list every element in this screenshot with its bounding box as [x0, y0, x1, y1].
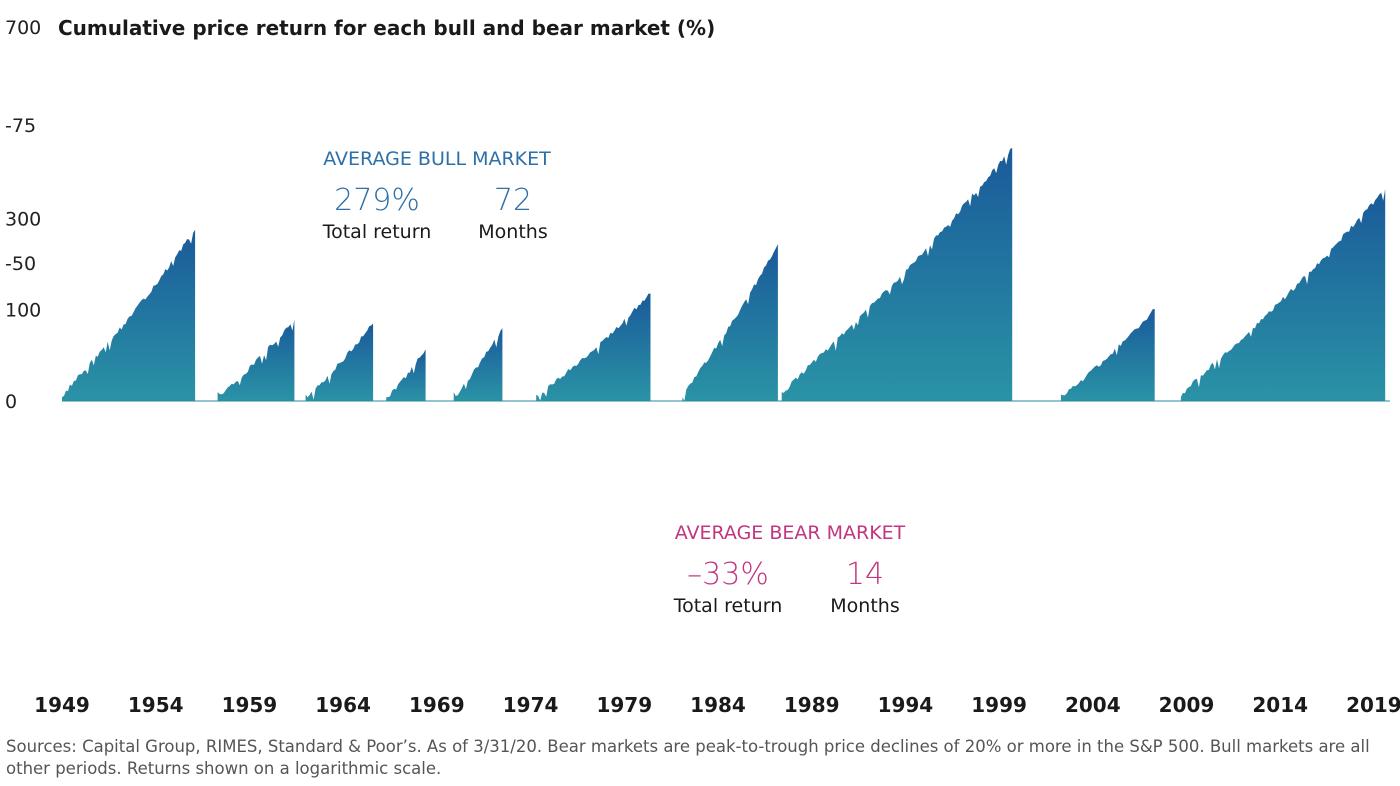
x-tick-label: 1989 — [784, 693, 840, 717]
y-tick-label: -75 — [5, 115, 36, 137]
bull-market-area — [62, 229, 196, 401]
bull-months-value: 72 — [494, 183, 532, 218]
bear-months-label: Months — [830, 595, 899, 617]
bear-annotation: AVERAGE BEAR MARKET –33% 14 Total return… — [673, 522, 906, 617]
bull-annotation: AVERAGE BULL MARKET 279% 72 Total return… — [322, 148, 551, 243]
y-tick-label: -50 — [5, 253, 36, 275]
x-tick-label: 2019 — [1346, 693, 1400, 717]
bull-market-area — [453, 328, 503, 401]
x-tick-label: 1954 — [128, 693, 184, 717]
x-tick-label: 1979 — [596, 693, 652, 717]
bull-market-area — [781, 148, 1013, 401]
bull-market-area — [536, 293, 651, 401]
bull-market-area — [217, 319, 295, 401]
y-tick-label: 100 — [5, 300, 41, 322]
x-tick-label: 1969 — [409, 693, 465, 717]
x-tick-label: 1999 — [971, 693, 1027, 717]
x-tick-label: 2004 — [1065, 693, 1121, 717]
y-axis: 700 300 100 0 -50 -75 — [5, 17, 41, 413]
bull-market-area — [682, 244, 778, 401]
x-tick-label: 2014 — [1252, 693, 1308, 717]
bull-market-area — [1180, 188, 1386, 401]
bull-market-area — [305, 323, 374, 401]
bear-months-value: 14 — [846, 557, 884, 592]
source-note: Sources: Capital Group, RIMES, Standard … — [6, 737, 1370, 778]
bull-market-area — [386, 349, 426, 401]
x-tick-label: 1994 — [878, 693, 934, 717]
bull-return-label: Total return — [322, 221, 432, 243]
x-tick-label: 1984 — [690, 693, 746, 717]
bull-return-value: 279% — [334, 183, 420, 218]
plot-areas — [62, 148, 1386, 401]
x-tick-label: 1964 — [315, 693, 371, 717]
bear-return-label: Total return — [673, 595, 783, 617]
bull-months-label: Months — [478, 221, 547, 243]
chart-title: Cumulative price return for each bull an… — [58, 16, 715, 40]
x-tick-label: 1959 — [222, 693, 278, 717]
y-tick-label: 0 — [5, 391, 17, 413]
x-tick-label: 1974 — [503, 693, 559, 717]
bear-return-value: –33% — [687, 557, 769, 592]
bear-heading: AVERAGE BEAR MARKET — [675, 522, 906, 544]
bull-heading: AVERAGE BULL MARKET — [323, 148, 551, 170]
y-tick-label: 300 — [5, 208, 41, 230]
x-tick-label: 1949 — [34, 693, 90, 717]
y-tick-label: 700 — [5, 17, 41, 39]
bull-market-area — [1061, 309, 1155, 401]
x-axis: 1949 1954 1959 1964 1969 1974 1979 1984 1989 1994… — [34, 693, 1400, 717]
x-tick-label: 2009 — [1159, 693, 1215, 717]
